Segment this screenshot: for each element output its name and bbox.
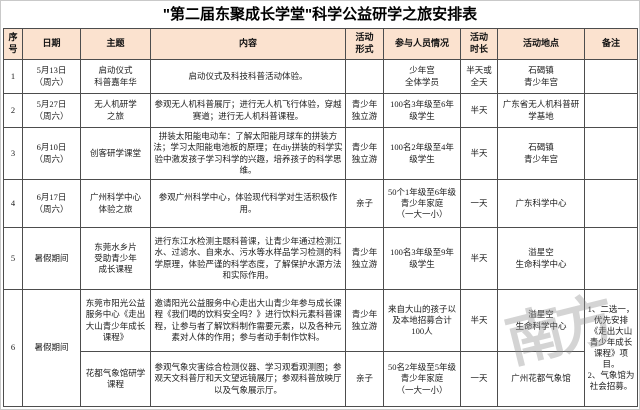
cell-theme: 创客研学课堂 bbox=[80, 127, 151, 180]
cell-content: 启动仪式及科技科普活动体验。 bbox=[150, 59, 346, 94]
cell-theme: 东莞市阳光公益服务中心《走出大山青少年成长课程》 bbox=[80, 289, 151, 352]
table-row: 花都气象馆研学课程 参观气象灾害综合检测仪器、学习观看观测图；参观天文科普厅和天… bbox=[4, 351, 638, 407]
cell-content: 参观广州科学中心，体验现代科学对生活积极作用。 bbox=[150, 179, 346, 228]
cell-note bbox=[584, 227, 638, 290]
cell-duration: 半天 bbox=[460, 127, 498, 180]
cell-form bbox=[345, 59, 384, 94]
cell-content: 参观气象灾害综合检测仪器、学习观看观测图；参观天文科普厅和天文望远镜展厅；参观科… bbox=[150, 351, 346, 407]
cell-form: 亲子 bbox=[345, 351, 384, 407]
cell-no: 6 bbox=[3, 289, 23, 407]
col-header-duration: 活动 时长 bbox=[460, 28, 498, 60]
cell-date: 5月27日 （周六） bbox=[22, 93, 81, 128]
cell-no: 4 bbox=[3, 179, 23, 228]
cell-participants: 100名3年级至6年级学生 bbox=[383, 93, 461, 128]
cell-form: 青少年 独立游 bbox=[345, 93, 384, 128]
cell-form: 青少年 独立游 bbox=[345, 289, 384, 352]
cell-location: 石碣镇 青少年宫 bbox=[497, 59, 585, 94]
cell-no: 1 bbox=[3, 59, 23, 94]
col-header-date: 日期 bbox=[22, 28, 81, 60]
cell-no: 2 bbox=[3, 93, 23, 128]
cell-content: 参观无人机科普展厅；进行无人机飞行体验，穿越赛道；进行无人机科普课程。 bbox=[150, 93, 346, 128]
cell-theme: 东莞水乡片 受助青少年 成长课程 bbox=[80, 227, 151, 290]
cell-note bbox=[584, 93, 638, 128]
cell-date: 暑假期间 bbox=[22, 227, 81, 290]
cell-no: 3 bbox=[3, 127, 23, 180]
cell-participants: 100名2年级至4年级学生 bbox=[383, 127, 461, 180]
table-row: 2 5月27日 （周六） 无人机研学 之旅 参观无人机科普展厅；进行无人机飞行体… bbox=[3, 93, 638, 128]
col-header-form: 活动 形式 bbox=[345, 28, 384, 60]
col-header-content: 内容 bbox=[150, 28, 346, 60]
cell-note bbox=[584, 179, 638, 228]
cell-content: 进行东江水检测主题科普课，让青少年通过检测江水、过滤水、自来水、污水等水样品学习… bbox=[150, 227, 346, 290]
table-row: 3 6月10日 （周六） 创客研学课堂 拼装太阳能电动车：了解太阳能月球车的拼装… bbox=[3, 127, 638, 180]
cell-theme: 广州科学中心 体验之旅 bbox=[80, 179, 151, 228]
cell-form: 青少年 独立游 bbox=[345, 227, 384, 290]
cell-note bbox=[584, 127, 638, 180]
cell-date: 暑假期间 bbox=[22, 289, 81, 407]
cell-duration: 一天 bbox=[460, 351, 498, 407]
cell-theme: 无人机研学 之旅 bbox=[80, 93, 151, 128]
cell-location: 石碣镇 青少年宫 bbox=[497, 127, 585, 180]
cell-theme: 启动仪式 科普嘉年华 bbox=[80, 59, 151, 94]
cell-location: 广州花都气象馆 bbox=[497, 351, 585, 407]
col-header-participants: 参与人员情况 bbox=[383, 28, 461, 60]
cell-participants: 少年宫 全体学员 bbox=[383, 59, 461, 94]
cell-date: 6月17日 （周六） bbox=[22, 179, 81, 228]
cell-location: 溢星空 生命科学中心 bbox=[497, 289, 585, 352]
cell-date: 5月13日 （周六） bbox=[22, 59, 81, 94]
cell-content: 拼装太阳能电动车：了解太阳能月球车的拼装方法；学习太阳能电池板的原理；在diy拼… bbox=[150, 127, 346, 180]
table-row: 4 6月17日 （周六） 广州科学中心 体验之旅 参观广州科学中心，体验现代科学… bbox=[3, 179, 638, 228]
header-row: 序 号 日期 主题 内容 活动 形式 参与人员情况 活动 时长 活动地点 备注 bbox=[3, 28, 638, 60]
cell-form: 青少年 独立游 bbox=[345, 127, 384, 180]
table-row: 1 5月13日 （周六） 启动仪式 科普嘉年华 启动仪式及科技科普活动体验。 少… bbox=[3, 59, 638, 94]
cell-content: 邀请阳光公益服务中心走出大山青少年参与成长课程《我们喝的饮料安全吗？》进行饮料元… bbox=[150, 289, 346, 352]
table-row: 6 暑假期间 东莞市阳光公益服务中心《走出大山青少年成长课程》 邀请阳光公益服务… bbox=[3, 289, 638, 407]
cell-participants: 来自大山的孩子以及本地招募合计100人 bbox=[383, 289, 461, 352]
col-header-location: 活动地点 bbox=[497, 28, 585, 60]
cell-participants: 50名2年级至5年级青少年家庭 （一大一小） bbox=[383, 351, 461, 407]
cell-form: 亲子 bbox=[345, 179, 384, 228]
cell-duration: 半天 bbox=[460, 289, 498, 352]
cell-duration: 一天 bbox=[460, 179, 498, 228]
cell-date: 6月10日 （周六） bbox=[22, 127, 81, 180]
table-row: 5 暑假期间 东莞水乡片 受助青少年 成长课程 进行东江水检测主题科普课，让青少… bbox=[3, 227, 638, 290]
cell-theme: 花都气象馆研学课程 bbox=[80, 351, 151, 407]
page-title: "第二届东聚成长学堂"科学公益研学之旅安排表 bbox=[162, 6, 478, 23]
cell-duration: 半天或 全天 bbox=[460, 59, 498, 94]
cell-location: 溢星空 生命科学中心 bbox=[497, 227, 585, 290]
col-header-theme: 主题 bbox=[80, 28, 151, 60]
cell-note: 1、二选一，优先安排《走出大山青少年成长课程》项目。 2、气象馆为社会招募。 bbox=[584, 289, 638, 407]
col-header-note: 备注 bbox=[584, 28, 638, 60]
schedule-table: 序 号 日期 主题 内容 活动 形式 参与人员情况 活动 时长 活动地点 备注 … bbox=[3, 28, 638, 407]
col-header-no: 序 号 bbox=[3, 28, 23, 60]
cell-participants: 50个1年级至6年级青少年家庭 （一大一小） bbox=[383, 179, 461, 228]
cell-note bbox=[584, 59, 638, 94]
cell-duration: 半天 bbox=[460, 93, 498, 128]
cell-no: 5 bbox=[3, 227, 23, 290]
cell-location: 广东科学中心 bbox=[497, 179, 585, 228]
cell-participants: 100名3年级至9年级学生 bbox=[383, 227, 461, 290]
cell-duration: 半天 bbox=[460, 227, 498, 290]
cell-location: 广东省无人机科普研学基地 bbox=[497, 93, 585, 128]
